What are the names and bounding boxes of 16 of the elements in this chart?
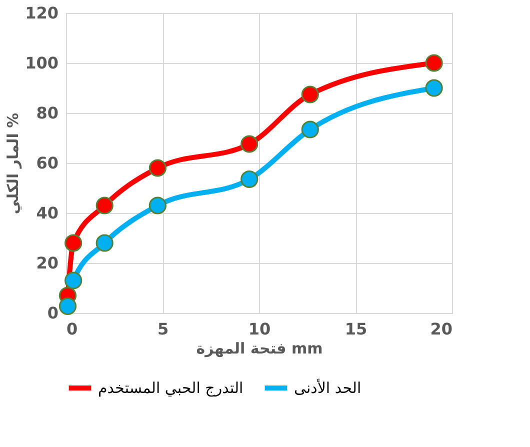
y-tick-label: 80 bbox=[36, 104, 58, 122]
y-tick-label: 40 bbox=[36, 204, 58, 222]
y-tick-label: 60 bbox=[36, 154, 58, 172]
x-tick-label: 15 bbox=[344, 320, 368, 338]
x-tick-label: 0 bbox=[66, 320, 78, 338]
x-tick-label: 20 bbox=[430, 320, 452, 338]
y-tick-label: 20 bbox=[36, 254, 58, 272]
x-axis-title: فتحة المهزة mm bbox=[196, 340, 323, 358]
x-tick-label: 5 bbox=[157, 320, 169, 338]
legend-label: التدرج الحبي المستخدم bbox=[98, 379, 244, 397]
y-tick-label: 120 bbox=[25, 4, 58, 22]
y-axis-title: المار الكلي % bbox=[4, 112, 22, 214]
y-tick-label: 0 bbox=[47, 304, 58, 322]
y-tick-label: 100 bbox=[25, 54, 58, 72]
x-tick-label: 10 bbox=[248, 320, 271, 338]
legend-label: الحد الأدنى bbox=[294, 378, 362, 397]
